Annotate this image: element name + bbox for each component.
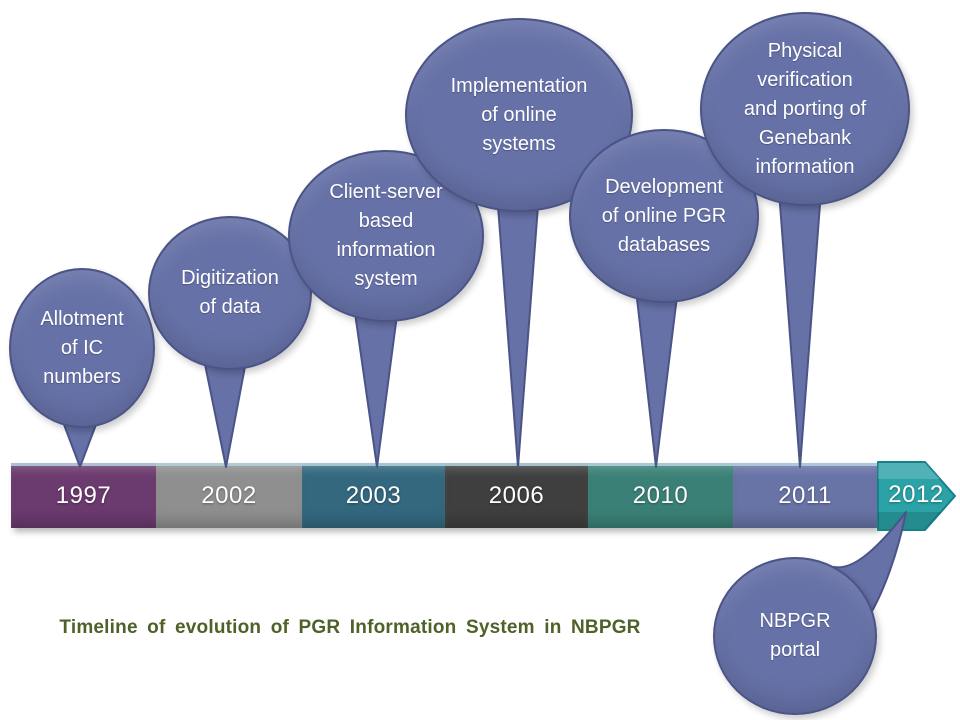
timeline-bar: 1997 2002 2003 2006 2010 2011 [11, 463, 877, 528]
caption-title: Timeline of evolution of PGR Information… [59, 617, 641, 638]
bubble-2011-label: Physical verification and porting of Gen… [743, 39, 867, 178]
bubble-1997-label: Allotment of IC numbers [40, 307, 124, 388]
year-label-2002: 2002 [201, 481, 257, 509]
segment-2003: 2003 [302, 463, 445, 528]
segment-2011: 2011 [733, 463, 877, 528]
segment-1997: 1997 [11, 463, 156, 528]
bubble-2011-physical-verification: Physical verification and porting of Gen… [700, 12, 910, 206]
year-label-1997: 1997 [55, 481, 112, 509]
tail-pointer-2011 [777, 177, 823, 468]
bubble-2003-label: Client-server based information system [329, 181, 443, 290]
segment-2002: 2002 [156, 463, 302, 528]
year-label-2006: 2006 [488, 481, 545, 509]
year-label-2012: 2012 [888, 481, 944, 508]
segment-2012-arrow [877, 461, 956, 531]
segment-2010: 2010 [588, 463, 733, 528]
year-label-2003: 2003 [345, 481, 402, 509]
tail-pointer-2006 [495, 179, 541, 468]
bubble-2012-label: NBPGR portal [759, 610, 831, 661]
bubble-2006-label: Implementation of online systems [450, 74, 588, 155]
bubble-2002-digitization: Digitization of data [148, 216, 312, 370]
year-label-2012-wrap: 2012 [886, 463, 946, 527]
arrow-top-sheen [878, 463, 940, 479]
year-label-2010: 2010 [632, 481, 689, 509]
bar-top-highlight [11, 463, 877, 466]
year-label-2011: 2011 [778, 481, 832, 509]
bubble-2003-client-server: Client-server based information system [288, 150, 484, 322]
bubble-2002-label: Digitization of data [181, 267, 279, 318]
bubble-1997-allotment: Allotment of IC numbers [9, 268, 155, 428]
bubble-2012-nbpgr-portal: NBPGR portal [713, 557, 877, 715]
segment-2006: 2006 [445, 463, 588, 528]
arrow-bottom-shade [878, 512, 941, 529]
bubble-2010-label: Development of online PGR databases [601, 175, 727, 256]
